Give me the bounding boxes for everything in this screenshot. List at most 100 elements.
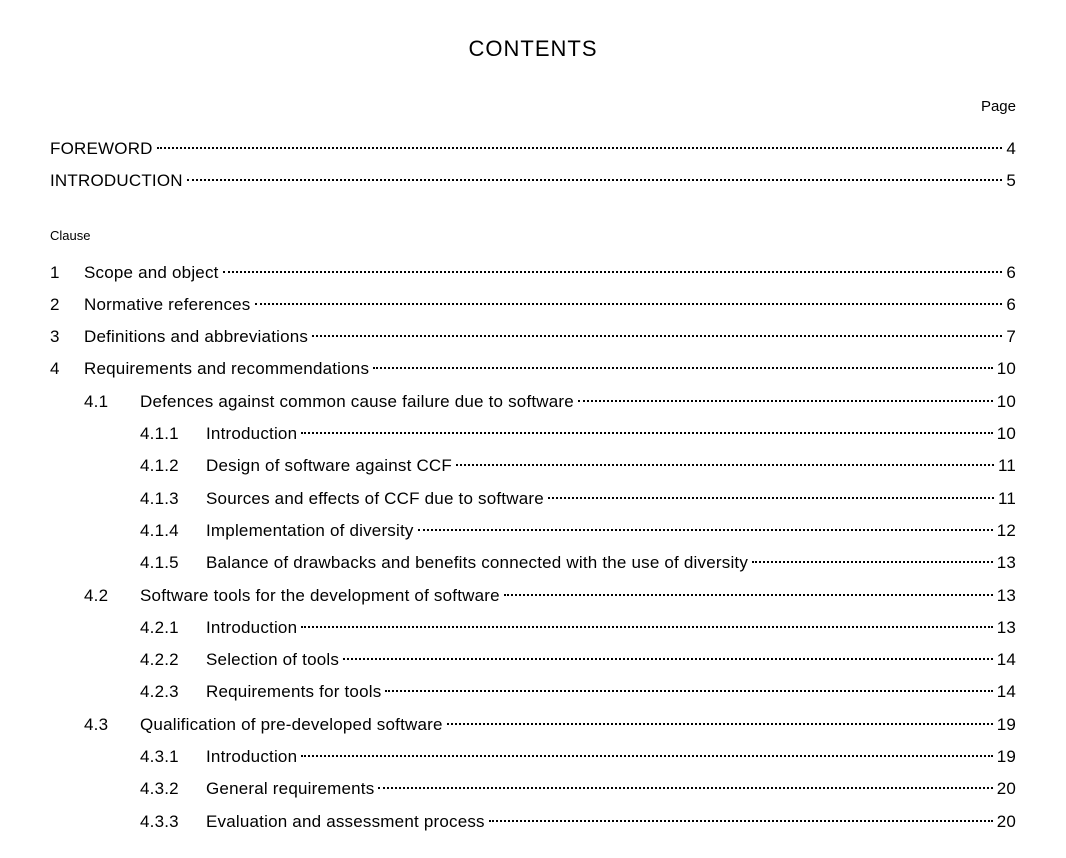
toc-entry-number: 4.3 — [84, 709, 140, 741]
toc-entry-title: General requirements — [206, 773, 376, 805]
dot-leader — [312, 335, 1002, 337]
toc-row: 4.1.4 Implementation of diversity 12 — [140, 515, 1016, 547]
toc-row: 4.1.5 Balance of drawbacks and benefits … — [140, 547, 1016, 579]
toc-entry-title: Balance of drawbacks and benefits connec… — [206, 547, 750, 579]
toc-entry-page: 20 — [995, 773, 1016, 805]
toc-entry-number: 4.1.3 — [140, 483, 206, 515]
toc-entry-number: 4.3.2 — [140, 773, 206, 805]
toc-row: 4.3 Qualification of pre-developed softw… — [84, 709, 1016, 741]
toc-entry-page: 19 — [995, 741, 1016, 773]
dot-leader — [343, 658, 993, 660]
toc-entry-number: 3 — [50, 321, 84, 353]
toc-row: FOREWORD 4 — [50, 133, 1016, 165]
dot-leader — [752, 561, 993, 563]
toc-entry-number: 1 — [50, 257, 84, 289]
toc-entry-number: 4.1.5 — [140, 547, 206, 579]
toc-entry-title: Implementation of diversity — [206, 515, 416, 547]
toc-entry-page: 11 — [996, 483, 1016, 515]
toc-entry-title: Design of software against CCF — [206, 450, 454, 482]
toc-entry-page: 10 — [995, 353, 1016, 385]
toc-entry-title: Selection of tools — [206, 644, 341, 676]
toc-entry-title: Requirements for tools — [206, 676, 383, 708]
toc-entry-page: 10 — [995, 418, 1016, 450]
toc-row: 4 Requirements and recommendations 10 — [50, 353, 1016, 385]
toc-entry-number: 4.3.3 — [140, 806, 206, 838]
toc-entry-title: Definitions and abbreviations — [84, 321, 310, 353]
toc-row: 4.2.1 Introduction 13 — [140, 612, 1016, 644]
toc-entry-number: 4.2.1 — [140, 612, 206, 644]
toc-entry-title: INTRODUCTION — [50, 165, 185, 197]
toc-entry-page: 6 — [1004, 257, 1016, 289]
dot-leader — [157, 147, 1003, 149]
toc-entry-page: 5 — [1004, 165, 1016, 197]
toc-entry-page: 10 — [995, 386, 1016, 418]
toc-entry-title: FOREWORD — [50, 133, 155, 165]
clause-label: Clause — [50, 228, 1016, 243]
toc-entry-page: 19 — [995, 709, 1016, 741]
toc-entry-number: 4.2.2 — [140, 644, 206, 676]
toc-row: 4.2 Software tools for the development o… — [84, 580, 1016, 612]
toc-entry-title: Scope and object — [84, 257, 221, 289]
toc-row: 4.1.3 Sources and effects of CCF due to … — [140, 483, 1016, 515]
dot-leader — [187, 179, 1003, 181]
toc-entry-number: 2 — [50, 289, 84, 321]
toc-entry-number: 4.2.3 — [140, 676, 206, 708]
toc-row: 4.3.3 Evaluation and assessment process … — [140, 806, 1016, 838]
toc-entry-title: Introduction — [206, 741, 299, 773]
toc-entry-number: 4.1.1 — [140, 418, 206, 450]
dot-leader — [578, 400, 993, 402]
toc-entry-page: 14 — [995, 644, 1016, 676]
toc-entry-page: 13 — [995, 580, 1016, 612]
toc-entry-page: 13 — [995, 547, 1016, 579]
toc-row: 1 Scope and object 6 — [50, 257, 1016, 289]
dot-leader — [255, 303, 1003, 305]
toc-entry-title: Defences against common cause failure du… — [140, 386, 576, 418]
dot-leader — [301, 755, 992, 757]
toc-entry-page: 13 — [995, 612, 1016, 644]
page-column-label: Page — [50, 98, 1016, 115]
dot-leader — [378, 787, 992, 789]
dot-leader — [223, 271, 1003, 273]
dot-leader — [418, 529, 993, 531]
toc-entry-page: 4 — [1004, 133, 1016, 165]
dot-leader — [385, 690, 992, 692]
dot-leader — [504, 594, 993, 596]
toc-row: 3 Definitions and abbreviations 7 — [50, 321, 1016, 353]
toc-row: 4.2.2 Selection of tools 14 — [140, 644, 1016, 676]
document-page: CONTENTS Page FOREWORD 4 INTRODUCTION 5 … — [0, 0, 1066, 858]
toc-entry-page: 20 — [995, 806, 1016, 838]
toc-row: 2 Normative references 6 — [50, 289, 1016, 321]
toc-row: 4.2.3 Requirements for tools 14 — [140, 676, 1016, 708]
toc-entry-number: 4.2 — [84, 580, 140, 612]
toc-row: 4.1.1 Introduction 10 — [140, 418, 1016, 450]
toc-entry-number: 4.3.1 — [140, 741, 206, 773]
dot-leader — [373, 367, 993, 369]
toc-entry-page: 6 — [1004, 289, 1016, 321]
toc-entry-number: 4.1.2 — [140, 450, 206, 482]
toc-entry-title: Evaluation and assessment process — [206, 806, 487, 838]
toc-entry-title: Introduction — [206, 612, 299, 644]
toc-entry-page: 12 — [995, 515, 1016, 547]
toc-row: INTRODUCTION 5 — [50, 165, 1016, 197]
toc-row: 4.1 Defences against common cause failur… — [84, 386, 1016, 418]
toc-entry-title: Software tools for the development of so… — [140, 580, 502, 612]
dot-leader — [301, 626, 992, 628]
toc-entry-page: 11 — [996, 450, 1016, 482]
toc-entry-page: 14 — [995, 676, 1016, 708]
toc-entry-number: 4.1.4 — [140, 515, 206, 547]
toc-entry-title: Requirements and recommendations — [84, 353, 371, 385]
dot-leader — [548, 497, 994, 499]
toc-entry-title: Sources and effects of CCF due to softwa… — [206, 483, 546, 515]
contents-title: CONTENTS — [50, 36, 1016, 62]
dot-leader — [301, 432, 992, 434]
dot-leader — [447, 723, 993, 725]
toc-entry-number: 4.1 — [84, 386, 140, 418]
toc-entry-page: 7 — [1004, 321, 1016, 353]
toc-entry-title: Introduction — [206, 418, 299, 450]
toc-row: 4.3.1 Introduction 19 — [140, 741, 1016, 773]
toc-row: 4.3.2 General requirements 20 — [140, 773, 1016, 805]
toc-row: 4.1.2 Design of software against CCF 11 — [140, 450, 1016, 482]
dot-leader — [456, 464, 994, 466]
toc-entry-title: Normative references — [84, 289, 253, 321]
toc-entry-title: Qualification of pre-developed software — [140, 709, 445, 741]
